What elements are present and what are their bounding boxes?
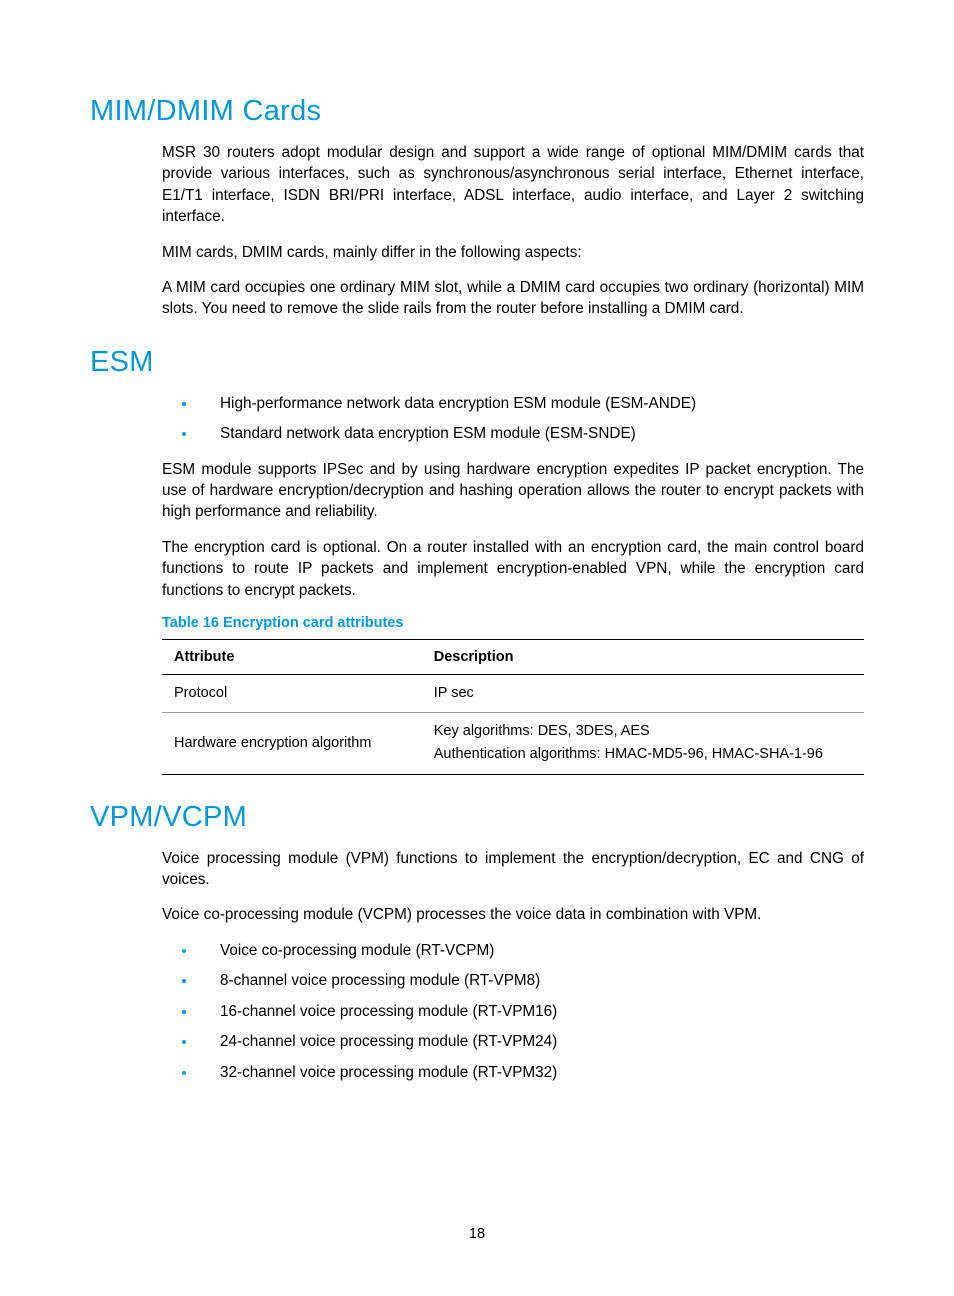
list-item: Standard network data encryption ESM mod… bbox=[162, 423, 864, 444]
list-item: 16-channel voice processing module (RT-V… bbox=[162, 1001, 864, 1022]
paragraph: MIM cards, DMIM cards, mainly differ in … bbox=[162, 242, 864, 263]
section-body-esm: High-performance network data encryption… bbox=[90, 393, 864, 775]
section-body-mim: MSR 30 routers adopt modular design and … bbox=[90, 142, 864, 320]
list-item: High-performance network data encryption… bbox=[162, 393, 864, 414]
encryption-table: Attribute Description Protocol IP sec Ha… bbox=[162, 639, 864, 775]
section-heading-esm: ESM bbox=[90, 346, 864, 379]
paragraph: MSR 30 routers adopt modular design and … bbox=[162, 142, 864, 228]
table-row: Hardware encryption algorithm Key algori… bbox=[162, 713, 864, 774]
table-header-row: Attribute Description bbox=[162, 640, 864, 675]
section-heading-mim: MIM/DMIM Cards bbox=[90, 95, 864, 128]
table-cell-line: Key algorithms: DES, 3DES, AES bbox=[434, 723, 650, 739]
table-cell-line: Authentication algorithms: HMAC-MD5-96, … bbox=[434, 746, 823, 762]
table-row: Protocol IP sec bbox=[162, 675, 864, 713]
table-cell: Protocol bbox=[162, 675, 422, 713]
bullet-list: High-performance network data encryption… bbox=[162, 393, 864, 445]
list-item: 32-channel voice processing module (RT-V… bbox=[162, 1062, 864, 1083]
page-number: 18 bbox=[0, 1226, 954, 1242]
page-content: MIM/DMIM Cards MSR 30 routers adopt modu… bbox=[0, 0, 954, 1083]
table-cell: Key algorithms: DES, 3DES, AES Authentic… bbox=[422, 713, 864, 774]
paragraph: The encryption card is optional. On a ro… bbox=[162, 537, 864, 601]
list-item: 8-channel voice processing module (RT-VP… bbox=[162, 970, 864, 991]
paragraph: Voice co-processing module (VCPM) proces… bbox=[162, 904, 864, 925]
paragraph: Voice processing module (VPM) functions … bbox=[162, 848, 864, 891]
table-header-cell: Description bbox=[422, 640, 864, 675]
paragraph: ESM module supports IPSec and by using h… bbox=[162, 459, 864, 523]
table-cell: IP sec bbox=[422, 675, 864, 713]
bullet-list: Voice co-processing module (RT-VCPM) 8-c… bbox=[162, 940, 864, 1083]
list-item: Voice co-processing module (RT-VCPM) bbox=[162, 940, 864, 961]
list-item: 24-channel voice processing module (RT-V… bbox=[162, 1031, 864, 1052]
paragraph: A MIM card occupies one ordinary MIM slo… bbox=[162, 277, 864, 320]
table-header-cell: Attribute bbox=[162, 640, 422, 675]
table-caption: Table 16 Encryption card attributes bbox=[162, 615, 864, 631]
section-body-vpm: Voice processing module (VPM) functions … bbox=[90, 848, 864, 1083]
section-heading-vpm: VPM/VCPM bbox=[90, 801, 864, 834]
table-cell: Hardware encryption algorithm bbox=[162, 713, 422, 774]
